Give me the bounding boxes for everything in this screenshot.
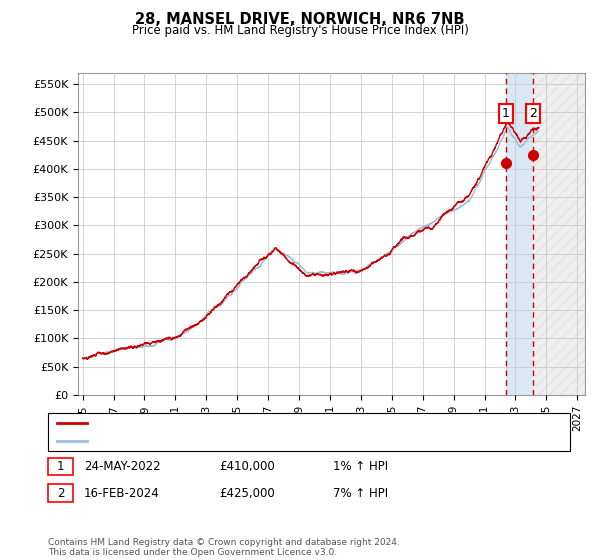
Text: 7% ↑ HPI: 7% ↑ HPI — [333, 487, 388, 500]
Text: 16-FEB-2024: 16-FEB-2024 — [84, 487, 160, 500]
Text: 24-MAY-2022: 24-MAY-2022 — [84, 460, 161, 473]
Text: Price paid vs. HM Land Registry's House Price Index (HPI): Price paid vs. HM Land Registry's House … — [131, 24, 469, 36]
Text: £410,000: £410,000 — [219, 460, 275, 473]
Text: 2: 2 — [529, 107, 536, 120]
Text: 1% ↑ HPI: 1% ↑ HPI — [333, 460, 388, 473]
Text: 1: 1 — [502, 107, 510, 120]
Text: 2: 2 — [57, 487, 64, 500]
Text: 1: 1 — [57, 460, 64, 473]
Bar — [533, 73, 585, 395]
Text: Contains HM Land Registry data © Crown copyright and database right 2024.
This d: Contains HM Land Registry data © Crown c… — [48, 538, 400, 557]
Text: £425,000: £425,000 — [219, 487, 275, 500]
Text: 28, MANSEL DRIVE, NORWICH, NR6 7NB (detached house): 28, MANSEL DRIVE, NORWICH, NR6 7NB (deta… — [91, 418, 394, 428]
Text: 28, MANSEL DRIVE, NORWICH, NR6 7NB: 28, MANSEL DRIVE, NORWICH, NR6 7NB — [135, 12, 465, 27]
Bar — [506, 73, 533, 395]
Bar — [533, 73, 585, 395]
Text: HPI: Average price, detached house, Broadland: HPI: Average price, detached house, Broa… — [91, 436, 337, 446]
